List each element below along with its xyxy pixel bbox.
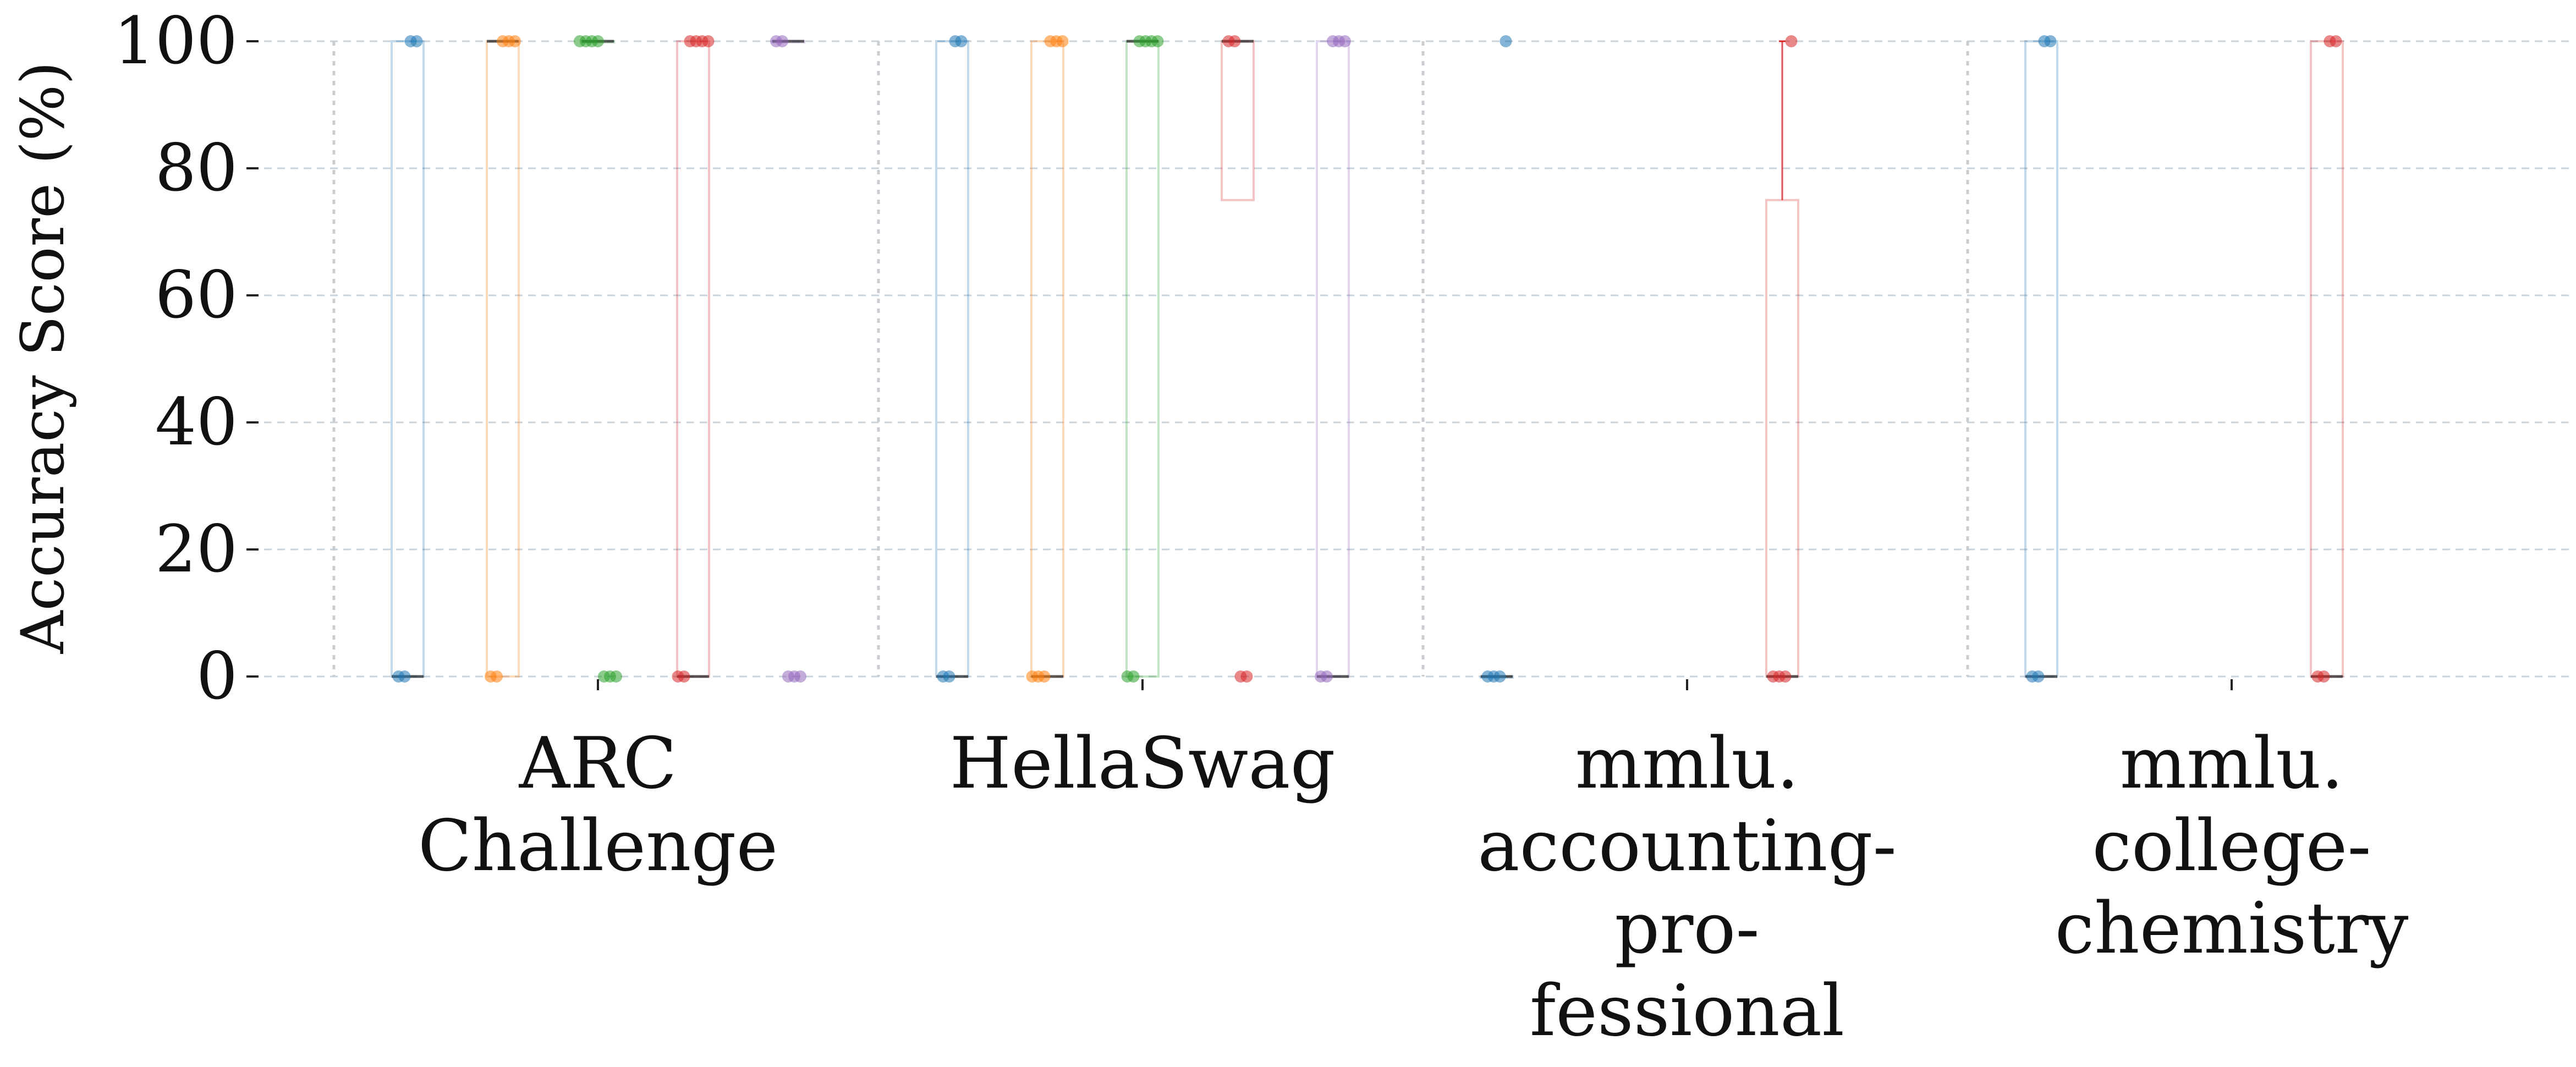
- data-point: [1779, 670, 1792, 683]
- data-point: [1493, 670, 1506, 683]
- x-tick-label: mmlu. college-chemistry: [2055, 723, 2409, 970]
- category-separators: [332, 41, 1969, 676]
- box-body: [1316, 40, 1350, 678]
- y-tick-label: 60: [155, 257, 238, 333]
- data-point: [2330, 35, 2342, 47]
- data-point: [1500, 35, 1512, 47]
- y-tick-label: 0: [196, 638, 238, 714]
- box-body: [391, 40, 425, 678]
- data-point: [1321, 670, 1333, 683]
- x-tick-label-line: mmlu.: [2120, 723, 2344, 805]
- box-group: [1221, 35, 1255, 683]
- x-tick-label-line: ARC: [519, 723, 677, 805]
- box-body: [935, 40, 969, 678]
- box-body: [1221, 40, 1255, 201]
- box-group: [1121, 35, 1164, 683]
- box-layer: [391, 35, 2344, 683]
- box-body: [2310, 40, 2344, 678]
- y-tick-label: 80: [155, 130, 238, 206]
- box-group: [1026, 35, 1069, 683]
- y-tick-label: 100: [114, 3, 238, 79]
- x-tick-label: ARC Challenge: [418, 723, 778, 887]
- x-tick-label-line: chemistry: [2055, 888, 2409, 970]
- data-point: [776, 35, 788, 47]
- data-point: [1228, 35, 1241, 47]
- data-point: [592, 35, 604, 47]
- box-body: [1030, 40, 1064, 678]
- box-body: [1125, 40, 1160, 678]
- box-group: [574, 35, 622, 683]
- data-point: [610, 670, 622, 683]
- data-point: [2032, 670, 2045, 683]
- data-point: [1038, 670, 1051, 683]
- box-group: [2310, 35, 2344, 683]
- box-body: [2024, 40, 2058, 678]
- box-group: [672, 35, 715, 683]
- x-tick-label-line: pro-: [1614, 888, 1759, 970]
- y-tick-label: 20: [155, 511, 238, 587]
- box-group: [485, 35, 521, 683]
- x-tick-label-line: accounting-: [1478, 805, 1897, 887]
- box-group: [391, 35, 425, 683]
- x-tick-label-line: fessional: [1530, 970, 1844, 1052]
- y-axis-label: Accuracy Score (%): [9, 62, 78, 654]
- data-point: [509, 35, 521, 47]
- data-point: [2317, 670, 2330, 683]
- data-point: [1240, 670, 1253, 683]
- box-body: [676, 40, 710, 678]
- data-point: [491, 670, 503, 683]
- data-point: [1151, 35, 1164, 47]
- data-point: [1785, 35, 1798, 47]
- data-point: [410, 35, 423, 47]
- data-point: [702, 35, 715, 47]
- x-tick-label-line: mmlu.: [1575, 723, 1799, 805]
- data-point: [955, 35, 968, 47]
- box-group: [2024, 35, 2058, 683]
- x-tick-label-line: college-: [2092, 805, 2371, 887]
- box-body: [1765, 199, 1799, 678]
- x-tick-label-line: HellaSwag: [949, 723, 1335, 805]
- y-tick-label: 40: [155, 384, 238, 460]
- x-tick-label-line: Challenge: [418, 805, 778, 887]
- box-group: [935, 35, 969, 683]
- data-point: [1127, 670, 1140, 683]
- x-tick-label: mmlu. accounting-pro-fessional: [1478, 723, 1897, 1052]
- box-group: [1315, 35, 1351, 683]
- box-group: [1765, 35, 1799, 683]
- data-point: [1056, 35, 1069, 47]
- x-tick-label: HellaSwag: [949, 723, 1335, 805]
- data-point: [1339, 35, 1351, 47]
- box-group: [770, 35, 806, 683]
- data-point: [943, 670, 955, 683]
- box-group: [1480, 35, 1514, 683]
- data-point: [678, 670, 690, 683]
- grid-layer: [264, 40, 2569, 678]
- data-point: [398, 670, 411, 683]
- data-point: [2044, 35, 2057, 47]
- box-body: [486, 40, 520, 678]
- data-point: [794, 670, 806, 683]
